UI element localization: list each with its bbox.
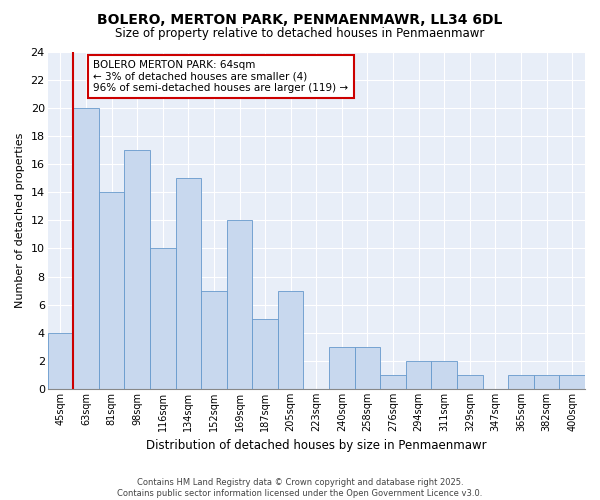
Bar [47, 333, 73, 389]
Bar [355, 347, 380, 389]
Text: BOLERO MERTON PARK: 64sqm
← 3% of detached houses are smaller (4)
96% of semi-de: BOLERO MERTON PARK: 64sqm ← 3% of detach… [93, 60, 349, 93]
Bar [278, 290, 304, 389]
Bar [559, 375, 585, 389]
Text: Contains HM Land Registry data © Crown copyright and database right 2025.
Contai: Contains HM Land Registry data © Crown c… [118, 478, 482, 498]
Bar [99, 192, 124, 389]
Bar [201, 290, 227, 389]
Text: Size of property relative to detached houses in Penmaenmawr: Size of property relative to detached ho… [115, 28, 485, 40]
Bar [534, 375, 559, 389]
Bar [380, 375, 406, 389]
Y-axis label: Number of detached properties: Number of detached properties [15, 132, 25, 308]
Bar [253, 318, 278, 389]
Bar [227, 220, 253, 389]
Bar [73, 108, 99, 389]
X-axis label: Distribution of detached houses by size in Penmaenmawr: Distribution of detached houses by size … [146, 440, 487, 452]
Bar [431, 361, 457, 389]
Bar [124, 150, 150, 389]
Bar [176, 178, 201, 389]
Bar [329, 347, 355, 389]
Bar [150, 248, 176, 389]
Text: BOLERO, MERTON PARK, PENMAENMAWR, LL34 6DL: BOLERO, MERTON PARK, PENMAENMAWR, LL34 6… [97, 12, 503, 26]
Bar [406, 361, 431, 389]
Bar [457, 375, 482, 389]
Bar [508, 375, 534, 389]
